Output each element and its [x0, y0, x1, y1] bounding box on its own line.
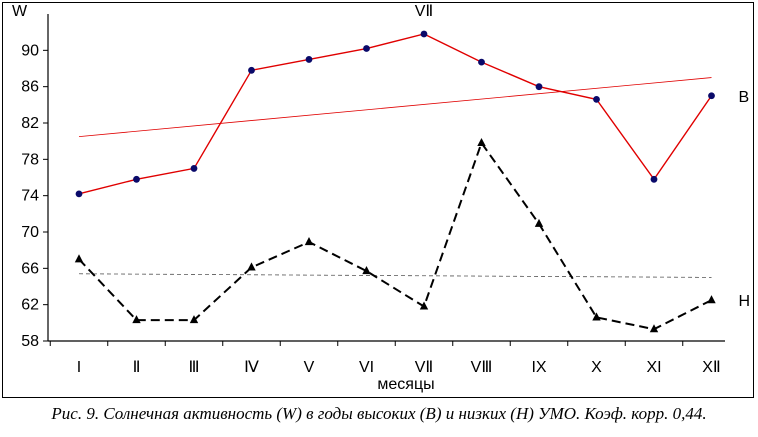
y-tick-label: 66: [21, 260, 39, 277]
y-tick-label: 58: [21, 333, 39, 350]
y-tick-label: 70: [21, 224, 39, 241]
top-annotation: VⅡ: [415, 3, 434, 20]
trend-line-H: [78, 273, 712, 278]
x-tick-label: X: [591, 359, 602, 376]
data-point-B: [190, 165, 198, 172]
data-point-H: [419, 301, 429, 310]
data-point-B: [363, 45, 370, 52]
data-point-B: [593, 95, 600, 103]
x-tick-label: I: [77, 359, 81, 376]
data-point-H: [132, 315, 141, 324]
trend-line-B: [78, 77, 712, 138]
data-point-B: [708, 92, 715, 100]
x-tick-label: VI: [359, 359, 374, 376]
x-tick-label: VⅢ: [471, 359, 493, 376]
y-tick-label: 86: [21, 79, 39, 96]
y-tick-label: 74: [21, 188, 39, 205]
chart-frame: [2, 2, 754, 398]
data-point-B: [478, 58, 485, 66]
x-tick-label: Ⅱ: [133, 359, 141, 376]
x-tick-label: Ⅳ: [244, 359, 259, 376]
data-point-H: [477, 137, 486, 147]
figure-caption: Рис. 9. Солнечная активность (W) в годы …: [51, 404, 707, 423]
data-point-H: [707, 295, 716, 304]
x-tick-label: XⅡ: [702, 359, 721, 376]
x-tick-label: Ⅲ: [188, 359, 199, 376]
data-point-B: [650, 175, 658, 183]
series-line-B: [78, 33, 713, 195]
series-label-H: H: [739, 293, 751, 310]
data-point-H: [247, 262, 256, 271]
solar-activity-chart: 58 62 66 70 74 78 82 86 90 I Ⅱ Ⅲ Ⅳ V VI VⅡ VⅢ IX X XI XⅡ Wмес…: [12, 3, 750, 393]
x-tick-label: VⅡ: [415, 359, 434, 376]
data-point-H: [74, 254, 84, 263]
data-point-B: [305, 56, 313, 63]
data-point-B: [535, 83, 543, 91]
x-axis-title: месяцы: [377, 376, 434, 393]
series-line-H: [78, 140, 712, 331]
trend-lines: [78, 77, 712, 278]
x-tick-label: V: [304, 359, 315, 376]
x-tick-label: IX: [531, 359, 546, 376]
data-point-B: [75, 190, 83, 198]
x-tick-label: XI: [646, 359, 661, 376]
y-tick-label: 78: [21, 151, 39, 168]
data-point-H: [189, 315, 199, 324]
axes: [43, 14, 725, 346]
data-point-H: [592, 312, 601, 321]
y-tick-label: 90: [21, 42, 39, 59]
data-point-H: [534, 218, 544, 227]
series-label-B: B: [739, 89, 750, 106]
data-point-H: [649, 324, 659, 333]
chart-labels: 58 62 66 70 74 78 82 86 90 I Ⅱ Ⅲ Ⅳ V VI VⅡ VⅢ IX X XI XⅡ Wмес…: [12, 3, 750, 393]
data-point-B: [420, 30, 428, 38]
y-tick-label: 82: [21, 115, 39, 132]
y-axis-title: W: [12, 3, 28, 20]
series-lines: [78, 33, 713, 331]
data-point-B: [133, 175, 140, 183]
data-point-H: [362, 266, 371, 275]
data-point-B: [248, 66, 255, 74]
y-tick-label: 62: [21, 297, 39, 314]
series-markers: [74, 30, 716, 333]
data-point-H: [304, 236, 314, 246]
